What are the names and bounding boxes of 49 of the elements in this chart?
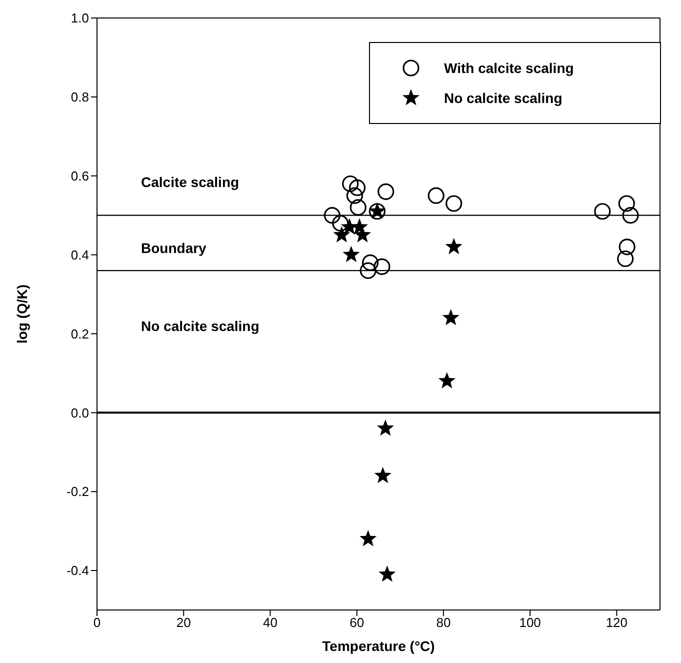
point [442, 308, 460, 326]
point [342, 175, 359, 192]
point [360, 530, 377, 546]
point [594, 203, 611, 220]
legend-label: No calcite scaling [444, 90, 562, 106]
point [438, 372, 456, 388]
point [324, 207, 340, 224]
x-tick-label: 20 [176, 615, 191, 630]
x-axis-title: Temperature (°C) [322, 638, 435, 654]
y-tick-label: 0.6 [70, 168, 89, 184]
point [360, 262, 376, 279]
point [374, 466, 392, 484]
point [622, 207, 639, 224]
y-tick-label: 0.0 [70, 405, 89, 420]
point [445, 238, 462, 254]
point [346, 187, 363, 204]
y-tick-label: 0.8 [70, 90, 89, 105]
point [342, 246, 360, 262]
point [374, 258, 390, 275]
x-tick-label: 60 [350, 615, 364, 630]
point [376, 419, 394, 436]
x-tick-label: 100 [519, 615, 541, 630]
x-tick-label: 120 [606, 615, 628, 630]
point [348, 179, 366, 196]
x-tick-label: 0 [93, 615, 101, 630]
point [350, 199, 366, 216]
y-tick-label: -0.4 [66, 563, 89, 578]
annotation: Boundary [141, 240, 206, 256]
y-tick-label: -0.2 [66, 484, 89, 500]
y-axis-title: log (Q/K) [14, 284, 30, 344]
point [333, 226, 350, 242]
point [618, 238, 636, 256]
y-tick-label: 0.4 [70, 247, 89, 262]
point [428, 187, 444, 204]
x-tick-label: 80 [436, 615, 451, 630]
y-tick-label: 0.2 [70, 326, 89, 342]
point [378, 565, 396, 582]
x-tick-label: 40 [262, 615, 278, 630]
y-tick-label: 1.0 [70, 10, 89, 26]
point [362, 254, 379, 271]
legend-label: With calcite scaling [444, 60, 574, 76]
point [332, 214, 349, 232]
point [617, 250, 634, 268]
point [354, 226, 372, 242]
annotation: Calcite scaling [141, 174, 240, 190]
point [446, 195, 462, 212]
annotation: No calcite scaling [141, 318, 260, 334]
point [618, 195, 635, 212]
point [378, 183, 394, 200]
